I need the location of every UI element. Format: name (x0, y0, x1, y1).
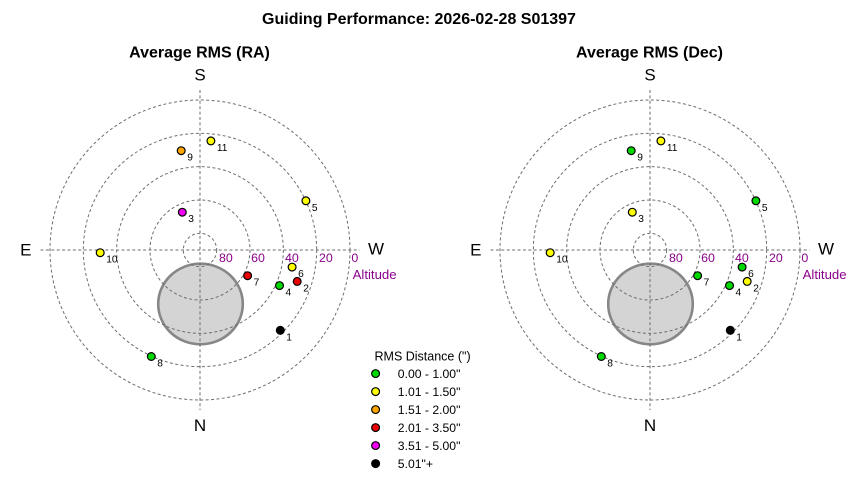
svg-text:3.51 - 5.00": 3.51 - 5.00" (398, 439, 461, 453)
svg-text:2: 2 (753, 283, 759, 294)
svg-text:3: 3 (638, 214, 644, 225)
svg-text:E: E (20, 241, 31, 260)
svg-text:6: 6 (298, 269, 304, 280)
svg-text:10: 10 (106, 255, 118, 266)
svg-text:60: 60 (701, 251, 715, 265)
svg-text:11: 11 (217, 143, 228, 154)
svg-text:N: N (194, 416, 206, 435)
svg-text:1.51 - 2.00": 1.51 - 2.00" (398, 403, 461, 417)
svg-text:20: 20 (769, 251, 783, 265)
svg-text:5: 5 (312, 203, 318, 214)
svg-text:20: 20 (319, 251, 333, 265)
svg-text:7: 7 (254, 278, 260, 289)
svg-text:9: 9 (187, 153, 193, 164)
svg-text:1.01 - 1.50": 1.01 - 1.50" (398, 385, 461, 399)
svg-text:80: 80 (219, 251, 233, 265)
svg-text:11: 11 (667, 143, 678, 154)
svg-text:E: E (470, 241, 481, 260)
svg-text:S: S (644, 65, 655, 84)
svg-text:N: N (644, 416, 656, 435)
svg-text:4: 4 (736, 288, 742, 299)
svg-text:60: 60 (251, 251, 265, 265)
svg-text:0: 0 (351, 251, 358, 265)
svg-text:Guiding Performance: 2026-02-2: Guiding Performance: 2026-02-28 S01397 (262, 11, 576, 28)
svg-text:40: 40 (285, 251, 299, 265)
svg-text:3: 3 (188, 214, 194, 225)
svg-text:W: W (368, 240, 384, 259)
svg-text:Average RMS (Dec): Average RMS (Dec) (576, 45, 723, 62)
svg-text:0.00 - 1.00": 0.00 - 1.00" (398, 367, 461, 381)
svg-text:5: 5 (762, 203, 768, 214)
svg-text:6: 6 (748, 269, 754, 280)
svg-text:0: 0 (801, 251, 808, 265)
svg-text:8: 8 (157, 359, 163, 370)
svg-text:8: 8 (607, 359, 613, 370)
svg-text:Altitude: Altitude (353, 267, 397, 282)
svg-text:9: 9 (637, 153, 643, 164)
svg-text:2.01 - 3.50": 2.01 - 3.50" (398, 421, 461, 435)
svg-text:1: 1 (736, 332, 742, 343)
svg-text:7: 7 (704, 278, 710, 289)
svg-text:S: S (194, 65, 205, 84)
svg-text:4: 4 (286, 288, 292, 299)
svg-text:5.01"+: 5.01"+ (398, 457, 433, 471)
svg-text:40: 40 (735, 251, 749, 265)
svg-text:W: W (818, 240, 834, 259)
svg-text:RMS Distance ("): RMS Distance (") (375, 349, 471, 363)
svg-text:Altitude: Altitude (803, 267, 847, 282)
svg-text:Average RMS (RA): Average RMS (RA) (129, 45, 270, 62)
svg-text:80: 80 (669, 251, 683, 265)
svg-text:1: 1 (286, 332, 292, 343)
svg-text:2: 2 (303, 283, 309, 294)
svg-text:10: 10 (556, 255, 568, 266)
